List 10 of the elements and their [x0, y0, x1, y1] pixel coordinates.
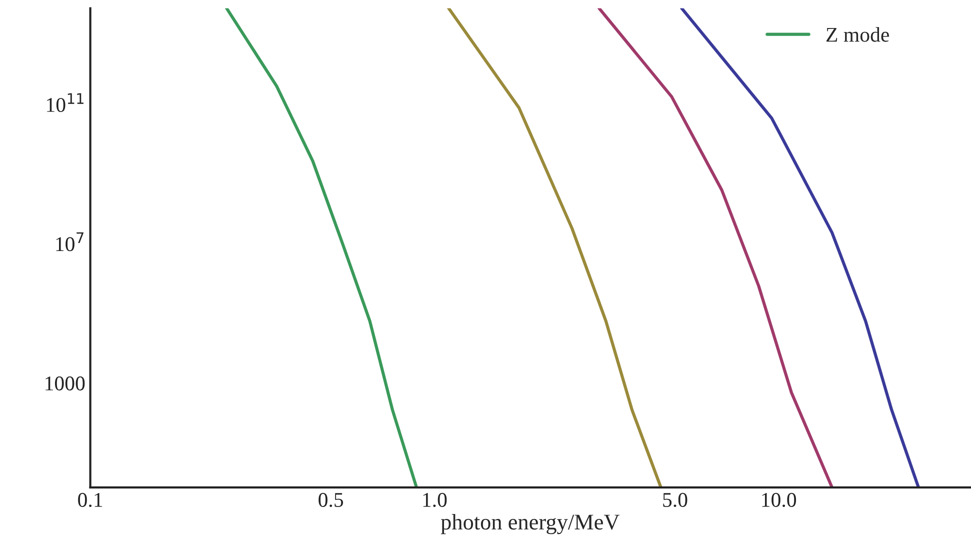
x-tick-label: 5.0 [663, 492, 688, 508]
legend-label: Z mode [826, 27, 889, 42]
x-axis-title: photon energy/MeV [440, 514, 620, 534]
y-tick-label: 1000 [46, 376, 85, 390]
y-tick-label: 10$^{7}$ [56, 232, 84, 252]
x-tick-label: 1.0 [423, 492, 447, 508]
x-tick-label: 10.0 [762, 492, 796, 508]
x-tick-label: 0.1 [78, 492, 102, 508]
y-tick-label: 10$^{11}$ [47, 93, 84, 112]
x-tick-label: 0.5 [318, 492, 344, 508]
